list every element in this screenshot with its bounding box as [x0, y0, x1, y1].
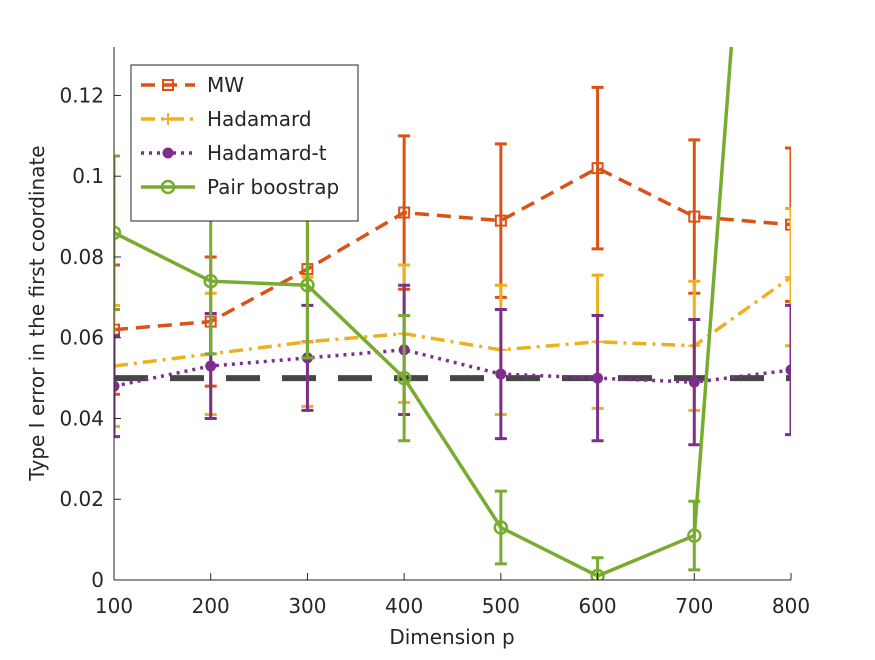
series-line [114, 275, 791, 368]
x-axis-label: Dimension p [389, 625, 514, 649]
marker [687, 528, 702, 543]
legend-marker [162, 113, 174, 125]
marker [688, 376, 700, 388]
y-tick-label: 0.06 [59, 326, 104, 350]
marker [494, 214, 507, 227]
x-tick-label: 600 [578, 594, 616, 618]
marker [114, 225, 122, 240]
y-tick-label: 0.1 [72, 164, 104, 188]
series-line [114, 47, 734, 578]
marker [114, 323, 120, 336]
marker [495, 368, 507, 380]
y-tick-label: 0.02 [59, 487, 104, 511]
legend-label: Hadamard-t [207, 141, 327, 165]
error-bar [114, 303, 120, 429]
axes: 100 200 300 400 500 600 700 800 0 0.02 0.04 0.06 0.0… [59, 47, 810, 618]
marker [114, 380, 120, 392]
error-bar [591, 85, 604, 251]
error-bar [785, 303, 791, 437]
x-tick-label: 100 [95, 594, 133, 618]
x-tick-label: 300 [288, 594, 326, 618]
legend-marker [162, 79, 174, 91]
marker [493, 520, 509, 535]
legend-marker [162, 147, 174, 159]
marker [396, 370, 412, 386]
series-line [114, 166, 791, 332]
x-tick-label: 200 [192, 594, 230, 618]
y-tick-label: 0.04 [59, 406, 104, 430]
x-tick-label: 500 [482, 594, 520, 618]
marker [688, 210, 701, 223]
error-bar [114, 263, 120, 396]
series-line [114, 348, 791, 388]
marker [592, 372, 604, 384]
marker [205, 360, 217, 372]
legend: MW Hadamard Hadamard-t Pair boostrap [130, 64, 359, 222]
plot-area [114, 47, 791, 580]
error-bar [114, 334, 120, 439]
legend-marker [160, 179, 176, 195]
error-bar [114, 154, 120, 311]
legend-label: MW [207, 73, 244, 97]
y-axis-label: Type I error in the first coordinate [25, 145, 49, 481]
marker [114, 359, 120, 372]
x-tick-label: 800 [772, 594, 810, 618]
marker [785, 364, 791, 376]
y-tick-label: 0.12 [59, 83, 104, 107]
legend-label: Hadamard [207, 107, 312, 131]
marker [785, 218, 791, 231]
x-tick-label: 700 [675, 594, 713, 618]
legend-label: Pair boostrap [207, 175, 339, 199]
y-tick-label: 0 [91, 568, 104, 592]
error-bar [785, 146, 791, 303]
marker [590, 568, 605, 580]
y-tick-label: 0.08 [59, 245, 104, 269]
marker [591, 162, 604, 175]
marker [203, 273, 218, 289]
marker [300, 277, 315, 293]
x-tick-label: 400 [385, 594, 423, 618]
marker [398, 206, 411, 219]
marker [785, 271, 791, 284]
error-bar [785, 207, 791, 348]
